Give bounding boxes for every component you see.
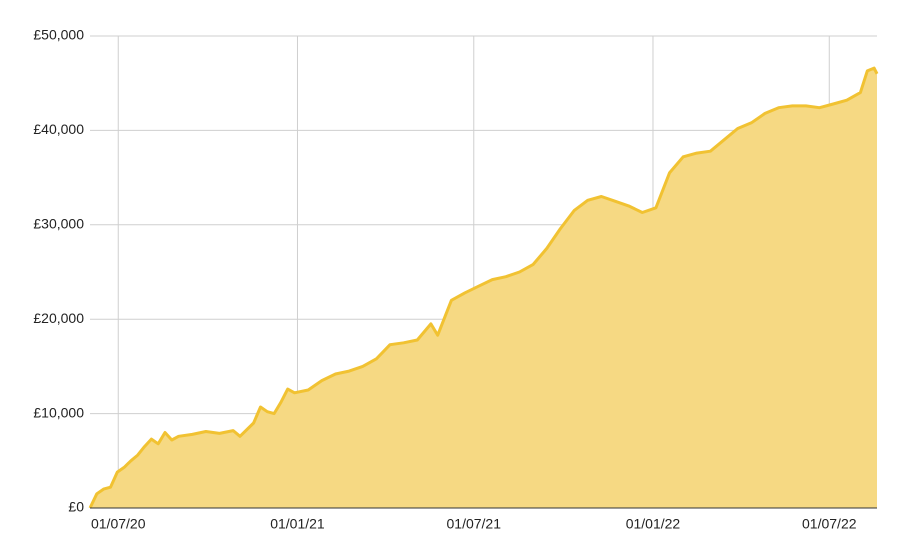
y-tick-label: £40,000 <box>33 121 84 137</box>
x-tick-label: 01/07/22 <box>802 516 857 532</box>
y-tick-label: £0 <box>68 499 84 515</box>
x-tick-label: 01/07/21 <box>447 516 502 532</box>
area <box>90 68 877 508</box>
y-tick-label: £20,000 <box>33 310 84 326</box>
y-tick-label: £10,000 <box>33 404 84 420</box>
x-tick-label: 01/01/22 <box>626 516 681 532</box>
y-tick-label: £50,000 <box>33 27 84 43</box>
y-tick-label: £30,000 <box>33 216 84 232</box>
x-tick-label: 01/07/20 <box>91 516 146 532</box>
area-line <box>88 66 879 509</box>
x-tick-label: 01/01/21 <box>270 516 325 532</box>
